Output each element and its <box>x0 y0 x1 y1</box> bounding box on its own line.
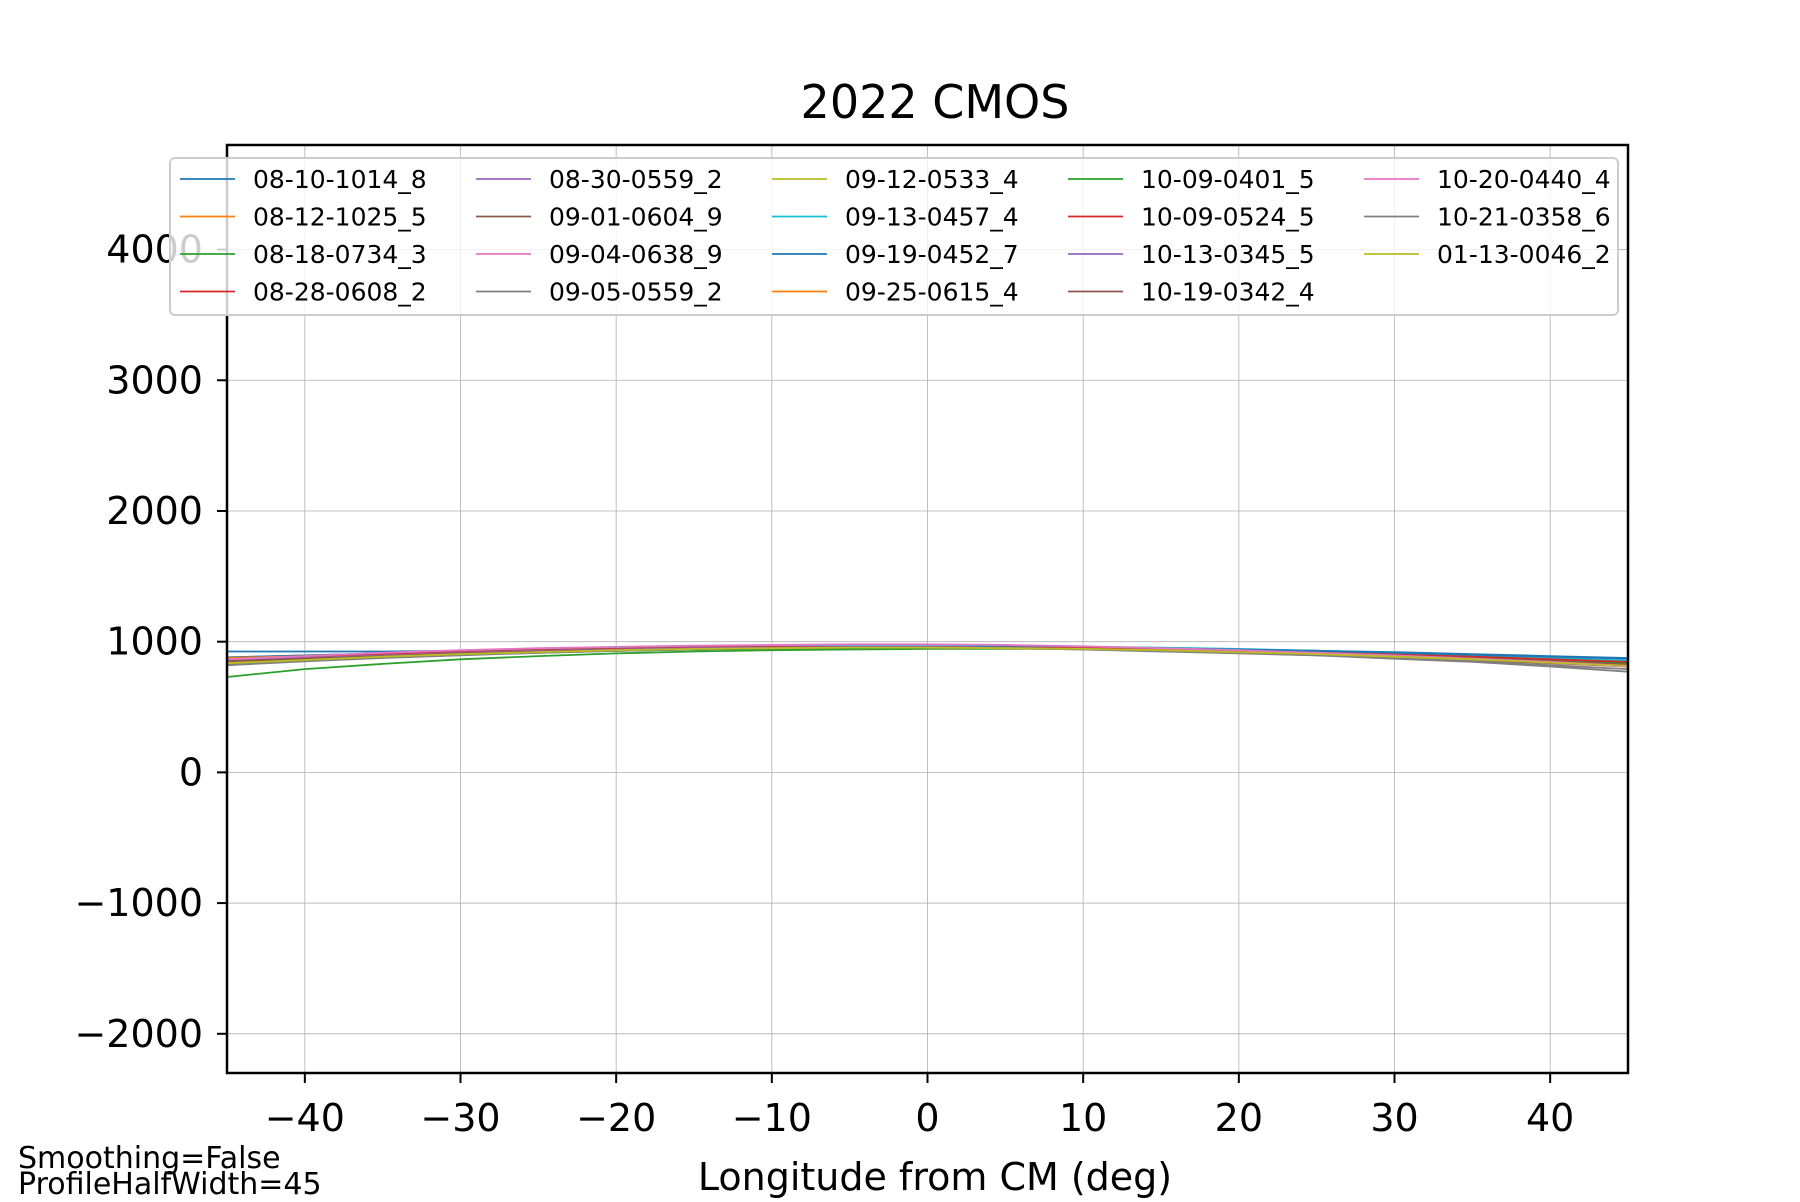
legend: 08-10-1014_8 08-12-1025_5 08-18-0734_3 08-2… <box>169 157 1619 316</box>
legend-label: 09-01-0604_9 <box>549 203 723 232</box>
legend-label: 08-12-1025_5 <box>253 203 427 232</box>
legend-label: 10-09-0401_5 <box>1141 165 1315 194</box>
x-tick-label: −20 <box>576 1096 656 1140</box>
legend-label: 09-04-0638_9 <box>549 240 723 269</box>
legend-label: 01-13-0046_2 <box>1437 240 1611 269</box>
legend-label: 09-12-0533_4 <box>845 165 1019 194</box>
legend-label: 08-28-0608_2 <box>253 278 427 307</box>
x-tick-label: 20 <box>1215 1096 1263 1140</box>
legend-label: 09-25-0615_4 <box>845 278 1019 307</box>
legend-label: 08-18-0734_3 <box>253 240 427 269</box>
x-tick-label: 40 <box>1526 1096 1574 1140</box>
x-tick-label: −10 <box>732 1096 812 1140</box>
y-tick-label: −1000 <box>74 881 203 925</box>
legend-label: 10-20-0440_4 <box>1437 165 1611 194</box>
x-tick-label: 10 <box>1059 1096 1107 1140</box>
series-line-10-20-0440_4 <box>226 643 1629 667</box>
smoothing-note: Smoothing=False <box>18 1141 281 1176</box>
x-tick-label: −30 <box>420 1096 500 1140</box>
legend-label: 08-30-0559_2 <box>549 165 723 194</box>
y-tick-label: 0 <box>179 750 203 794</box>
y-tick-label: 1000 <box>106 620 203 664</box>
y-tick-label: 2000 <box>106 489 203 533</box>
legend-box <box>169 157 1619 316</box>
x-tick-label: 0 <box>915 1096 939 1140</box>
legend-label: 09-13-0457_4 <box>845 203 1019 232</box>
legend-label: 09-19-0452_7 <box>845 240 1019 269</box>
profile-half-width-note: ProfileHalfWidth=45 <box>18 1167 322 1202</box>
legend-label: 10-19-0342_4 <box>1141 278 1315 307</box>
legend-label: 09-05-0559_2 <box>549 278 723 307</box>
legend-label: 10-21-0358_6 <box>1437 203 1611 232</box>
series-line-01-13-0046_2 <box>226 646 1629 667</box>
y-tick-label: −2000 <box>74 1012 203 1056</box>
legend-label: 10-13-0345_5 <box>1141 240 1315 269</box>
x-tick-label: −40 <box>265 1096 345 1140</box>
axis-ticks: −40 −30 −20 −10 0 10 20 30 40 −2000 −1000 0 1000 2000… <box>74 228 1574 1140</box>
x-tick-label: 30 <box>1370 1096 1418 1140</box>
x-axis-label: Longitude from CM (deg) <box>698 1155 1172 1199</box>
y-tick-label: 3000 <box>106 358 203 402</box>
legend-label: 08-10-1014_8 <box>253 165 427 194</box>
series-lines <box>226 643 1629 678</box>
chart-title: 2022 CMOS <box>801 75 1070 129</box>
legend-label: 10-09-0524_5 <box>1141 203 1315 232</box>
